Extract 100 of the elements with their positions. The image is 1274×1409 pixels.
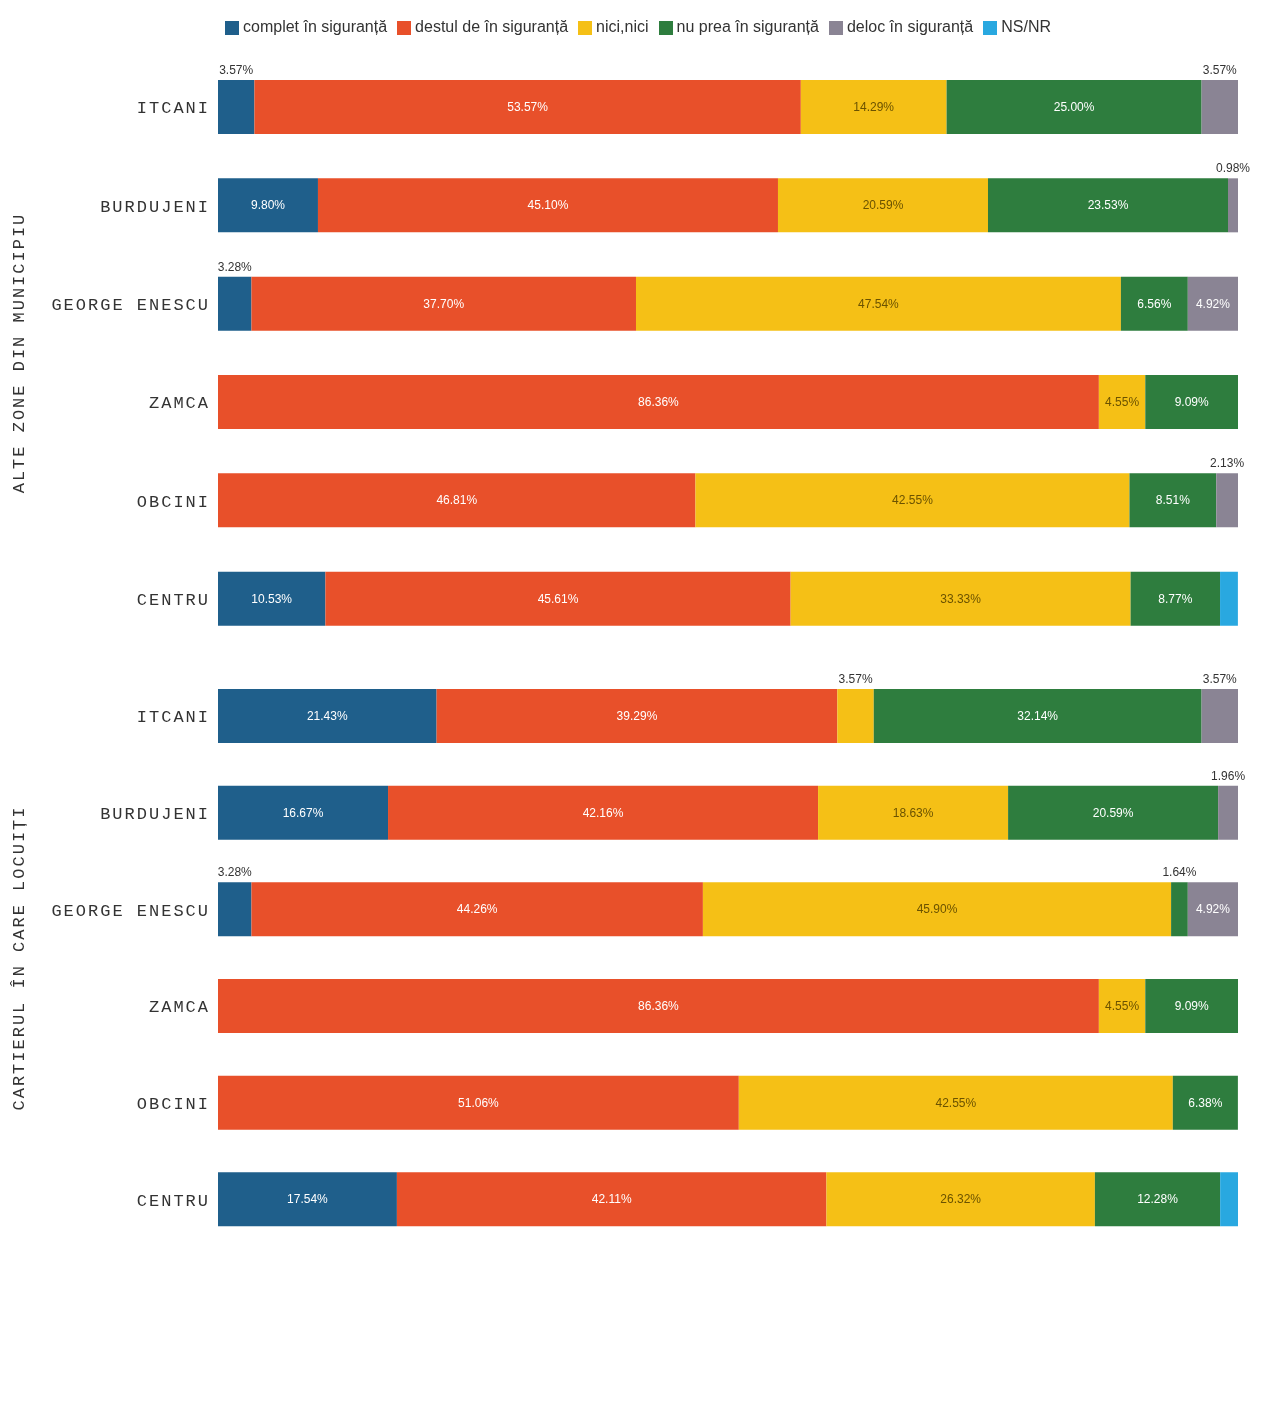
bar xyxy=(1145,375,1238,429)
bar xyxy=(218,80,255,134)
bar xyxy=(218,979,1099,1033)
bar xyxy=(388,785,819,840)
data-label: 4.92% xyxy=(1195,902,1231,917)
bar xyxy=(1145,979,1238,1033)
bar xyxy=(1220,1172,1238,1227)
data-label: 45.10% xyxy=(527,198,569,213)
data-label: 3.28% xyxy=(217,865,253,880)
data-label: 2.13% xyxy=(1210,456,1245,471)
bar xyxy=(988,178,1228,233)
y-axis-title: ALTE ZONE DIN MUNICIPIU xyxy=(10,212,30,494)
bar xyxy=(1216,473,1238,528)
bar xyxy=(777,178,988,233)
bar xyxy=(695,473,1130,528)
bar xyxy=(436,689,838,743)
bar xyxy=(254,80,801,134)
data-label: 37.70% xyxy=(423,296,465,311)
bar xyxy=(946,80,1202,134)
data-label: 3.28% xyxy=(217,259,253,274)
data-label: 21.43% xyxy=(306,709,348,723)
data-label: 26.32% xyxy=(940,1192,982,1207)
y-tick-label: CENTRU xyxy=(136,590,210,610)
data-label: 0.98% xyxy=(1215,161,1251,176)
bar xyxy=(1098,979,1146,1033)
y-tick-label: BURDUJENI xyxy=(100,197,210,217)
data-label: 47.54% xyxy=(858,296,900,311)
data-label: 42.11% xyxy=(591,1192,632,1207)
data-label: 20.59% xyxy=(1092,805,1134,820)
bar xyxy=(1201,689,1238,743)
data-label: 3.57% xyxy=(1202,672,1238,686)
bar xyxy=(1187,882,1238,937)
bar xyxy=(702,882,1172,937)
data-label: 4.55% xyxy=(1105,395,1140,409)
bar xyxy=(251,882,703,937)
y-tick-label: OBCINI xyxy=(136,492,210,512)
data-label: 42.55% xyxy=(935,1095,977,1110)
bar xyxy=(218,689,437,743)
bar xyxy=(1129,473,1217,528)
y-tick-label: GEORGE ENESCU xyxy=(51,901,210,921)
bar xyxy=(1228,178,1238,233)
bar xyxy=(218,882,252,937)
bar xyxy=(790,571,1131,626)
bar xyxy=(325,571,791,626)
data-label: 1.96% xyxy=(1211,768,1246,783)
y-tick-label: OBCINI xyxy=(136,1095,210,1115)
data-label: 3.57% xyxy=(1202,63,1238,77)
data-label: 53.57% xyxy=(507,100,549,114)
data-label: 1.64% xyxy=(1162,865,1197,880)
bar xyxy=(1098,375,1146,429)
bar xyxy=(1201,80,1238,134)
data-label: 42.55% xyxy=(892,493,934,508)
data-label: 51.06% xyxy=(458,1095,500,1110)
bar xyxy=(317,178,778,233)
y-tick-label: BURDUJENI xyxy=(100,805,210,825)
bar xyxy=(218,473,696,528)
bar xyxy=(218,276,252,331)
bar xyxy=(218,1075,739,1130)
data-label: 9.09% xyxy=(1174,395,1209,409)
bar xyxy=(1120,276,1188,331)
data-label: 18.63% xyxy=(892,805,934,820)
data-label: 42.16% xyxy=(582,805,624,820)
data-label: 17.54% xyxy=(287,1192,329,1207)
bar xyxy=(1172,1075,1238,1130)
data-label: 3.57% xyxy=(838,672,873,686)
data-label: 32.14% xyxy=(1017,709,1059,723)
bar xyxy=(218,785,389,840)
legend-label: nici,nici xyxy=(596,18,649,35)
legend-label: deloc în siguranță xyxy=(846,18,974,35)
data-label: 45.61% xyxy=(537,591,579,606)
data-label: 46.81% xyxy=(436,493,478,508)
bar xyxy=(818,785,1009,840)
data-label: 86.36% xyxy=(638,395,680,409)
legend-label: nu prea în siguranță xyxy=(676,18,819,35)
bar xyxy=(1187,276,1238,331)
bar xyxy=(636,276,1121,331)
data-label: 12.28% xyxy=(1137,1192,1179,1207)
data-label: 10.53% xyxy=(251,591,293,606)
bar xyxy=(873,689,1202,743)
data-label: 86.36% xyxy=(638,999,680,1013)
data-label: 6.38% xyxy=(1188,1095,1223,1110)
data-label: 23.53% xyxy=(1087,198,1129,213)
bar xyxy=(1094,1172,1221,1227)
data-label: 9.80% xyxy=(250,198,286,213)
data-label: 45.90% xyxy=(916,902,958,917)
bar xyxy=(1218,785,1238,840)
y-tick-label: ZAMCA xyxy=(148,998,210,1018)
y-tick-label: ITCANI xyxy=(136,708,210,728)
y-tick-label: ITCANI xyxy=(136,99,210,119)
bar xyxy=(218,571,326,626)
y-axis-title: CARTIERUL ÎN CARE LOCUIȚI xyxy=(10,805,30,1111)
data-label: 3.57% xyxy=(219,63,254,77)
y-tick-label: CENTRU xyxy=(136,1191,210,1211)
data-label: 16.67% xyxy=(282,805,324,820)
legend-label: complet în siguranță xyxy=(243,18,388,35)
bar xyxy=(826,1172,1095,1227)
bar xyxy=(1171,882,1188,937)
data-label: 9.09% xyxy=(1174,999,1209,1013)
bar xyxy=(1220,571,1238,626)
data-label: 14.29% xyxy=(853,100,895,114)
